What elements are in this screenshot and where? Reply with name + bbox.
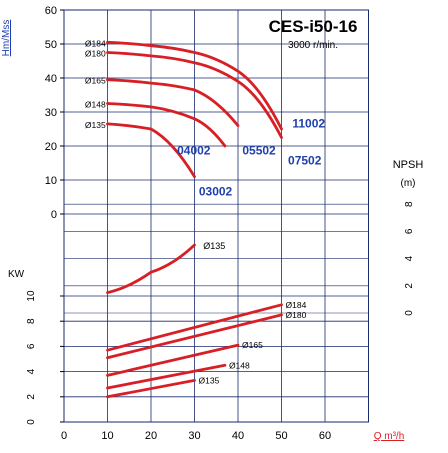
head-curve xyxy=(106,102,227,148)
head-tick-label: 60 xyxy=(45,5,57,17)
power-curve xyxy=(106,303,283,352)
npsh-tick-label: 6 xyxy=(404,228,415,234)
chart-title: CES-i50-16 xyxy=(269,17,358,36)
head-tick-label: 0 xyxy=(51,209,57,221)
x-tick-label: 60 xyxy=(319,430,331,442)
power-tick-label: 4 xyxy=(26,368,37,374)
head-curve-label: Ø148 xyxy=(85,100,106,110)
curves xyxy=(106,40,283,399)
power-curve xyxy=(106,363,227,390)
chart-subtitle: 3000 r/min. xyxy=(288,40,338,51)
head-tick-label: 40 xyxy=(45,73,57,85)
chart-frame xyxy=(63,9,369,423)
power-tick-label: 8 xyxy=(26,318,37,324)
head-axis-label: Hm/Mss xyxy=(1,20,12,57)
head-curve-label: Ø135 xyxy=(85,120,106,130)
x-tick-label: 50 xyxy=(275,430,287,442)
x-tick-label: 40 xyxy=(232,430,244,442)
power-curve-label: Ø184 xyxy=(286,300,307,310)
power-curve-label: Ø148 xyxy=(229,360,250,370)
x-tick-label: 20 xyxy=(145,430,157,442)
model-label: 04002 xyxy=(177,144,211,158)
model-label: 11002 xyxy=(292,116,325,130)
head-curve-label: Ø184 xyxy=(85,38,106,48)
power-axis-label: KW xyxy=(8,269,25,280)
labels: CES-i50-16 3000 r/min. Hm/Mss KW Q m³/h … xyxy=(1,5,423,442)
flow-axis-label: Q m³/h xyxy=(374,431,405,442)
power-curve-label: Ø165 xyxy=(242,340,263,350)
x-tick-label: 0 xyxy=(61,430,67,442)
power-tick-label: 10 xyxy=(26,290,37,302)
npsh-tick-label: 8 xyxy=(404,201,415,207)
power-curve xyxy=(106,379,196,399)
head-tick-label: 10 xyxy=(45,175,57,187)
power-curve xyxy=(106,313,283,360)
x-tick-label: 30 xyxy=(188,430,200,442)
power-tick-label: 2 xyxy=(26,394,37,400)
power-curve xyxy=(106,343,240,377)
npsh-unit: (m) xyxy=(401,178,416,189)
head-tick-label: 20 xyxy=(45,141,57,153)
power-curve-label: Ø135 xyxy=(199,375,220,385)
npsh-curve-label: Ø135 xyxy=(203,241,225,251)
head-curve xyxy=(106,78,240,127)
npsh-curve xyxy=(106,243,196,294)
model-label: 07502 xyxy=(288,154,322,168)
model-label: 03002 xyxy=(199,184,233,198)
npsh-tick-label: 2 xyxy=(404,283,415,289)
npsh-tick-label: 0 xyxy=(404,310,415,316)
head-curve-label: Ø165 xyxy=(85,76,106,86)
power-curve-label: Ø180 xyxy=(286,310,307,320)
power-tick-label: 0 xyxy=(26,419,37,425)
head-curve xyxy=(106,122,196,178)
grid xyxy=(60,9,369,423)
npsh-tick-label: 4 xyxy=(404,255,415,261)
head-tick-label: 50 xyxy=(45,39,57,51)
head-curve-label: Ø180 xyxy=(85,49,106,59)
head-curve xyxy=(106,51,283,139)
head-curve xyxy=(106,40,283,131)
npsh-title: NPSH xyxy=(393,159,424,171)
x-tick-label: 10 xyxy=(101,430,113,442)
head-tick-label: 30 xyxy=(45,107,57,119)
power-tick-label: 6 xyxy=(26,343,37,349)
model-label: 05502 xyxy=(242,144,276,158)
